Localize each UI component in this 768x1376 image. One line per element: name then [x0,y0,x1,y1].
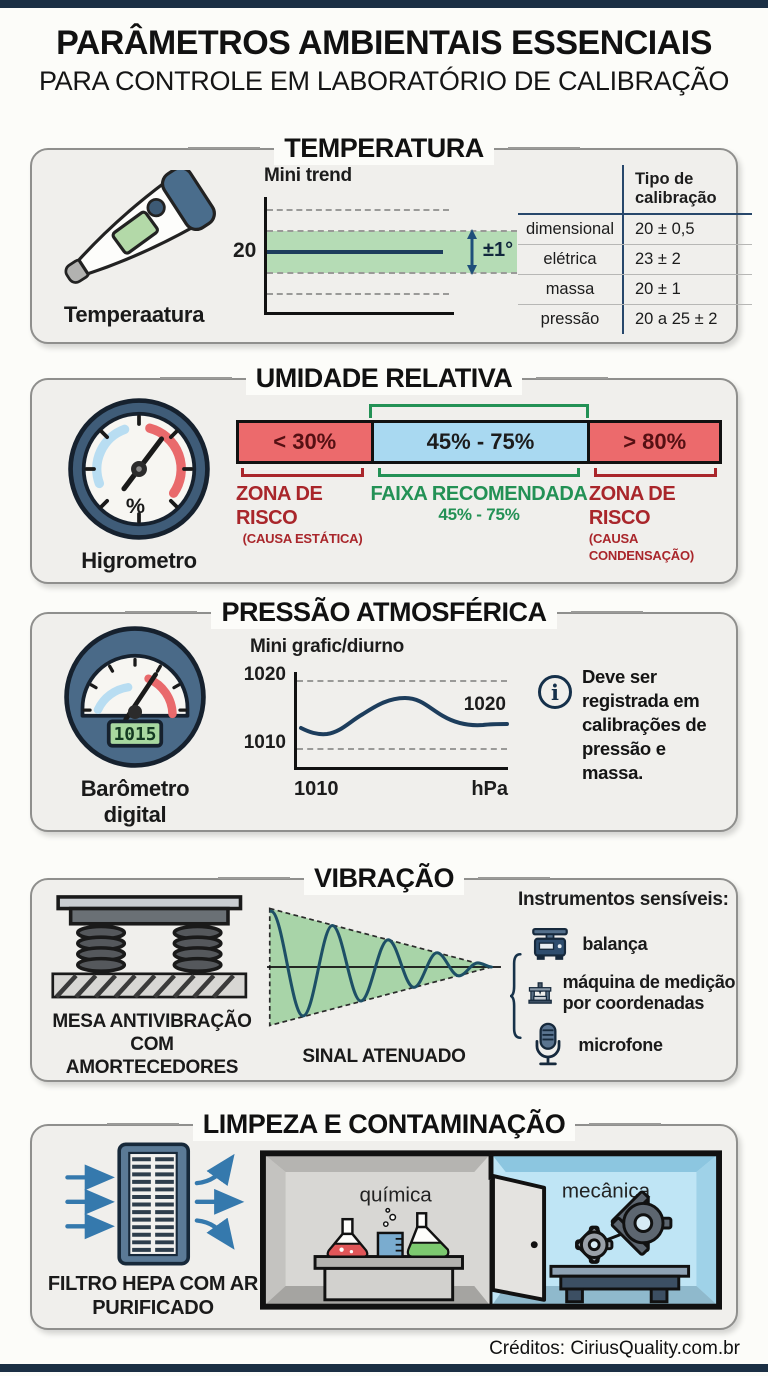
humidity-bar: < 30% 45% - 75% > 80% [236,420,722,464]
humidity-segment-high: > 80% [587,423,719,461]
pressure-note-text: Deve ser registrada em calibrações de pr… [582,666,707,783]
microphone-icon [535,1022,561,1066]
barometer-caption: Barômetro digital [80,776,190,827]
section-umidade: UMIDADE RELATIVA [30,361,738,584]
antivibration-table-icon [51,894,248,1006]
mini-trend-chart: Mini trend 20 ±1° [228,165,518,333]
setpoint-line [267,250,443,254]
humidity-range-chart: < 30% 45% - 75% > 80% ZONA DE RISCO (CAU… [236,404,722,564]
pressure-end-label: 1020 [463,694,506,715]
trend-y-label: 20 [233,239,257,262]
zone-risk-static: ZONA DE RISCO (CAUSA ESTÁTICA) [236,468,369,564]
pressure-y-bottom: 1010 [243,732,286,753]
green-flask-icon [406,1212,450,1258]
barometer-icon: 1015 [64,626,206,768]
page-subtitle: PARA CONTROLE EM LABORATÓRIO DE CALIBRAÇ… [38,66,730,96]
hepa-filter-block: FILTRO HEPA COM AR PURIFICADO [46,1140,260,1320]
pressure-x-unit: hPa [471,778,508,800]
calibration-table: Tipo de calibração dimensional 20 ± 0,5 … [518,164,752,334]
table-row: pressão 20 a 25 ± 2 [518,304,752,334]
pressure-y-top: 1020 [243,664,286,685]
mini-trend-title: Mini trend [264,165,352,186]
blue-beaker-icon [376,1207,404,1258]
bottom-edge-bar [0,1364,768,1372]
tolerance-label: ±1° [483,239,514,261]
pressure-curve [299,695,509,737]
hygrometer-icon: % [68,398,210,540]
instruments-title: Instrumentos sensíveis: [518,889,729,910]
hygrometer-caption: Higrometro [81,548,197,573]
table-header: Tipo de calibração [622,164,752,213]
info-icon: i [538,675,572,709]
page-title: PARÂMETROS AMBIENTAIS ESSENCIAIS [56,24,712,62]
pressure-x-left: 1010 [294,778,339,800]
humidity-segment-recommended: 45% - 75% [370,423,588,461]
room-label-mecanica: mecânica [562,1180,651,1203]
zone-risk-condensation: ZONA DE RISCO (CAUSA CONDENSAÇÃO) [589,468,722,564]
room-label-quimica: química [360,1183,433,1206]
instrument-microfone: microfone [528,1022,738,1068]
recommended-bracket-top [369,404,589,418]
section-vibracao: VIBRAÇÃO [30,861,738,1082]
temperature-icon-block: Temperaatura [46,170,222,328]
small-gear-icon [575,1225,614,1264]
pressure-mini-chart: Mini grafic/diurno 1020 1010 1020 1010 h… [238,636,538,814]
table-row: massa 20 ± 1 [518,274,752,305]
attenuated-signal-block: SINAL ATENUADO [258,899,510,1068]
barometer-display-value: 1015 [114,724,157,745]
credits: Créditos: CiriusQuality.com.br [489,1338,740,1359]
header: PARÂMETROS AMBIENTAIS ESSENCIAIS PARA CO… [0,8,768,104]
pressure-note: i Deve ser registrada em calibrações de … [538,665,722,785]
instrument-cmm: máquina de medição por coordenadas [528,972,738,1014]
pressure-chart-title: Mini grafic/diurno [250,636,404,657]
table-row: dimensional 20 ± 0,5 [518,214,752,245]
lab-rooms-illustration: química mecânica [260,1150,722,1310]
tolerance-arrow-icon [467,229,477,275]
scale-icon [532,927,569,960]
thermometer-icon [64,170,216,284]
damped-wave-chart [267,906,501,1027]
big-gear-icon [610,1190,673,1256]
gauge-percent-label: % [126,493,145,518]
signal-caption: SINAL ATENUADO [302,1045,466,1067]
door-knob [530,1241,538,1249]
instrument-balanca: balança [528,924,738,964]
thermometer-caption: Temperaatura [63,302,205,327]
section-temperatura: TEMPERATURA Temperaatura Mini trend [30,131,752,344]
table-row: elétrica 23 ± 2 [518,244,752,275]
sensitive-instruments: Instrumentos sensíveis: [510,889,738,1077]
curly-brace-icon [510,952,522,1040]
section-pressao: PRESSÃO ATMOSFÉRICA [30,595,738,832]
hygrometer-block: % Higrometro [46,394,232,574]
cmm-machine-icon [528,982,553,1004]
antivibration-caption: MESA ANTIVIBRAÇÃO COM AMORTECEDORES [52,1010,252,1078]
hepa-filter-icon [65,1142,245,1266]
humidity-segment-low: < 30% [239,423,371,461]
section-limpeza: LIMPEZA E CONTAMINAÇÃO [30,1107,738,1330]
hepa-caption: FILTRO HEPA COM AR PURIFICADO [47,1273,259,1319]
antivibration-block: MESA ANTIVIBRAÇÃO COM AMORTECEDORES [46,888,258,1079]
zone-recommended: FAIXA RECOMENDADA 45% - 75% [369,468,589,564]
top-edge-bar [0,0,768,8]
red-flask-icon [326,1217,369,1258]
barometer-block: 1015 Barômetro digital [46,622,224,828]
